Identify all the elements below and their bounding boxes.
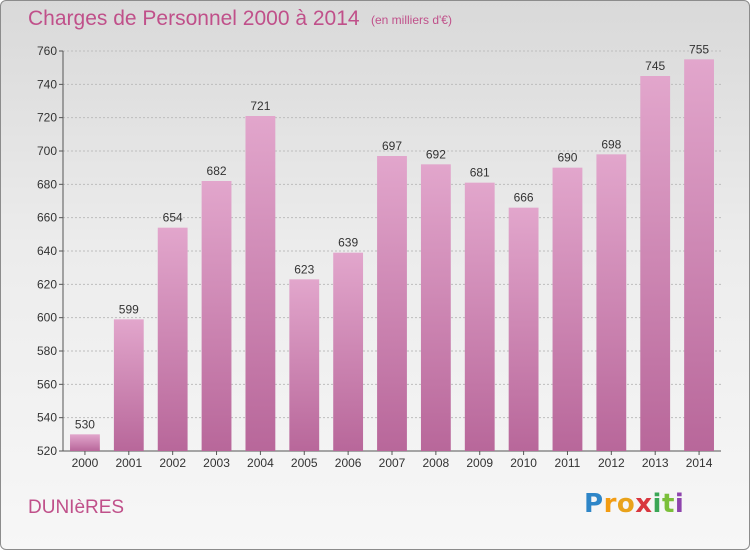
data-label: 639 <box>338 236 358 250</box>
bar <box>70 434 100 451</box>
bar <box>157 227 188 451</box>
bar <box>684 59 714 451</box>
bar <box>201 181 232 451</box>
data-label: 599 <box>119 302 139 316</box>
data-label: 697 <box>382 139 402 153</box>
x-tick-label: 2010 <box>510 456 537 470</box>
data-label: 654 <box>163 211 183 225</box>
y-tick-label: 720 <box>37 111 57 125</box>
logo-letter: o <box>616 489 636 519</box>
data-label: 666 <box>514 191 534 205</box>
x-tick-label: 2004 <box>247 456 274 470</box>
data-label: 692 <box>426 147 446 161</box>
logo-letter: P <box>584 489 604 519</box>
bar <box>420 164 451 452</box>
y-tick-label: 540 <box>37 411 57 425</box>
y-tick-label: 600 <box>37 311 57 325</box>
y-tick-label: 760 <box>37 44 57 58</box>
chart-title: Charges de Personnel 2000 à 2014 <box>28 7 360 30</box>
data-label: 690 <box>557 151 577 165</box>
x-tick-label: 2002 <box>159 456 186 470</box>
bar <box>640 76 671 451</box>
x-tick-label: 2011 <box>555 456 581 470</box>
bar <box>508 207 539 451</box>
x-tick-label: 2001 <box>115 456 142 470</box>
bar <box>333 252 364 451</box>
logo-letter: i <box>674 489 685 519</box>
data-label: 681 <box>470 166 490 180</box>
bar <box>377 156 407 451</box>
y-tick-label: 560 <box>37 377 57 391</box>
data-label: 623 <box>294 262 314 276</box>
bar <box>113 319 144 451</box>
x-tick-label: 2007 <box>379 456 406 470</box>
y-tick-label: 580 <box>37 344 57 358</box>
data-label: 530 <box>75 417 95 431</box>
bar <box>245 116 276 451</box>
x-tick-label: 2013 <box>642 456 669 470</box>
data-label: 682 <box>207 164 227 178</box>
bar <box>596 154 627 452</box>
bar <box>464 182 495 451</box>
logo-letter: t <box>661 489 675 519</box>
x-tick-label: 2014 <box>686 456 713 470</box>
bar <box>552 167 583 451</box>
data-label: 721 <box>250 99 270 113</box>
chart-subtitle: (en milliers d'€) <box>371 13 452 27</box>
x-tick-label: 2000 <box>72 456 99 470</box>
bar <box>289 279 320 451</box>
logo-letter: r <box>603 489 617 519</box>
commune-name: DUNIèRES <box>28 497 125 518</box>
y-tick-label: 680 <box>37 177 57 191</box>
x-tick-label: 2008 <box>423 456 450 470</box>
y-tick-label: 640 <box>37 244 57 258</box>
y-tick-label: 700 <box>37 144 57 158</box>
x-tick-label: 2012 <box>598 456 625 470</box>
x-tick-label: 2006 <box>335 456 362 470</box>
x-tick-label: 2009 <box>466 456 493 470</box>
logo-letter: x <box>635 489 653 519</box>
logo-letter: i <box>652 489 662 519</box>
proxiti-logo: Proxiti <box>584 489 684 519</box>
data-label: 745 <box>645 59 665 73</box>
y-tick-label: 660 <box>37 211 57 225</box>
y-tick-label: 740 <box>37 77 57 91</box>
x-tick-label: 2005 <box>291 456 318 470</box>
y-tick-label: 620 <box>37 277 57 291</box>
data-label: 698 <box>601 137 621 151</box>
x-tick-label: 2003 <box>203 456 230 470</box>
y-tick-label: 520 <box>37 444 57 458</box>
data-label: 755 <box>689 42 709 56</box>
